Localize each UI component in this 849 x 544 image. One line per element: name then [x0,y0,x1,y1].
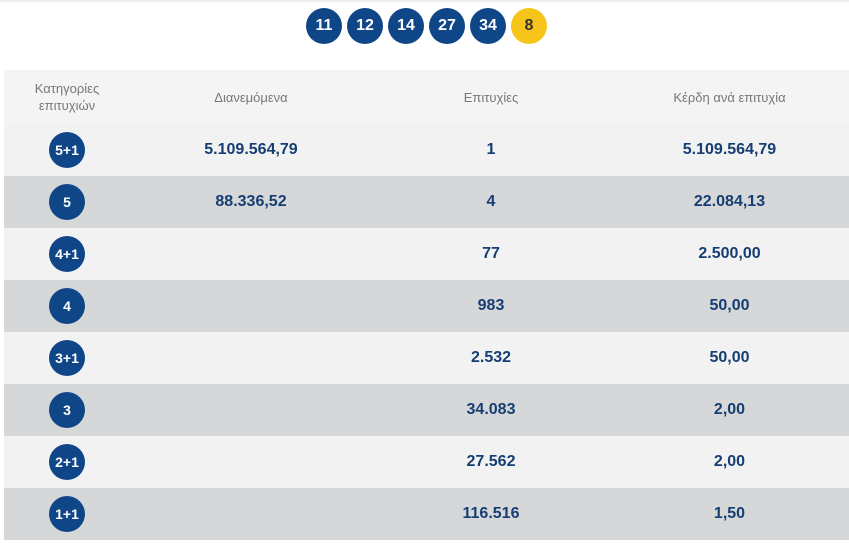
bonus-ball: 8 [511,8,547,44]
drawn-numbers: 11 12 14 27 34 8 [306,8,547,44]
table-row: 4 983 50,00 [4,280,849,332]
distributed-cell: 88.336,52 [215,193,287,210]
category-badge: 4 [49,288,85,324]
distributed-cell: 5.109.564,79 [204,141,298,158]
header-prize: Κέρδη ανά επιτυχία [673,89,786,105]
number-ball: 34 [470,8,506,44]
category-badge: 5+1 [49,132,85,168]
table-row: 4+1 77 2.500,00 [4,228,849,280]
category-badge: 1+1 [49,496,85,532]
winners-cell: 4 [486,193,496,210]
number-ball: 12 [347,8,383,44]
category-badge: 3 [49,392,85,428]
prize-cell: 50,00 [709,297,750,314]
winners-cell: 1 [486,141,496,158]
winners-cell: 116.516 [462,505,520,522]
prize-table: Κατηγορίες επιτυχιών Διανεμόμενα Επιτυχί… [4,70,849,540]
category-badge: 4+1 [49,236,85,272]
header-distributed: Διανεμόμενα [214,89,288,105]
number-ball: 14 [388,8,424,44]
winners-cell: 27.562 [466,453,516,470]
winners-cell: 2.532 [470,349,512,366]
winners-cell: 77 [482,245,500,262]
table-row: 3 34.083 2,00 [4,384,849,436]
number-ball: 27 [429,8,465,44]
prize-cell: 5.109.564,79 [682,141,777,158]
top-divider [0,0,849,2]
winners-cell: 34.083 [466,401,516,418]
winners-cell: 983 [477,297,505,314]
prize-cell: 2.500,00 [698,245,761,262]
table-row: 1+1 116.516 1,50 [4,488,849,540]
table-row: 3+1 2.532 50,00 [4,332,849,384]
header-category: Κατηγορίες επιτυχιών [34,81,100,113]
prize-cell: 50,00 [709,349,750,366]
table-row: 2+1 27.562 2,00 [4,436,849,488]
table-row: 5+1 5.109.564,79 1 5.109.564,79 [4,124,849,176]
table-row: 5 88.336,52 4 22.084,13 [4,176,849,228]
table-header: Κατηγορίες επιτυχιών Διανεμόμενα Επιτυχί… [4,70,849,124]
prize-cell: 1,50 [713,505,746,522]
number-ball: 11 [306,8,342,44]
category-badge: 3+1 [49,340,85,376]
header-winners: Επιτυχίες [463,89,519,105]
prize-cell: 2,00 [713,453,746,470]
prize-cell: 22.084,13 [693,193,766,210]
prize-cell: 2,00 [713,401,746,418]
category-badge: 2+1 [49,444,85,480]
category-badge: 5 [49,184,85,220]
